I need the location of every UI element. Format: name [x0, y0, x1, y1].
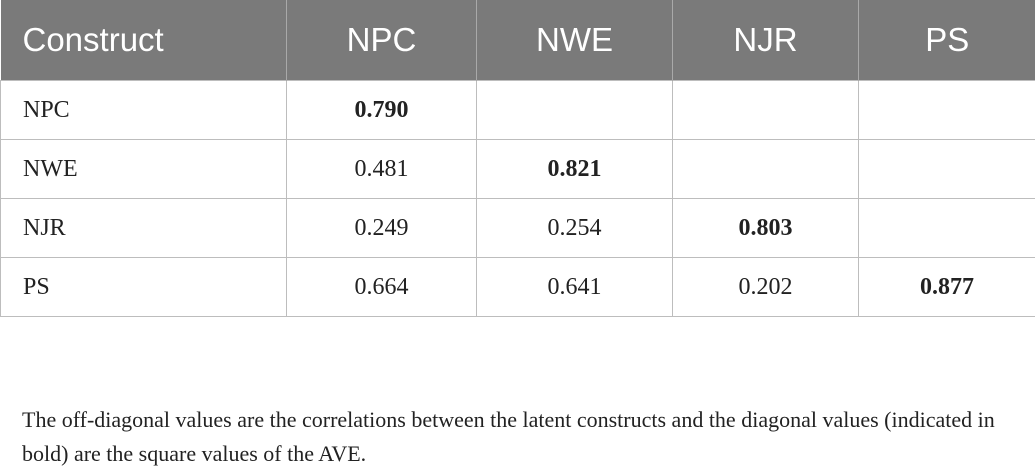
table-cell — [673, 81, 859, 140]
row-label: NWE — [1, 140, 287, 199]
table-cell — [859, 140, 1035, 199]
table-cell: 0.254 — [477, 199, 673, 258]
table-cell: 0.877 — [859, 258, 1035, 317]
header-nwe: NWE — [477, 0, 673, 81]
table-row: NPC 0.790 — [1, 81, 1035, 140]
table-row: NJR 0.249 0.254 0.803 — [1, 199, 1035, 258]
table-cell — [859, 81, 1035, 140]
header-npc: NPC — [287, 0, 477, 81]
table-cell: 0.641 — [477, 258, 673, 317]
discriminant-validity-table: Construct NPC NWE NJR PS NPC 0.790 NWE 0… — [0, 0, 1035, 317]
table-cell — [859, 199, 1035, 258]
table-cell: 0.803 — [673, 199, 859, 258]
table-cell: 0.821 — [477, 140, 673, 199]
table-cell: 0.481 — [287, 140, 477, 199]
header-construct: Construct — [1, 0, 287, 81]
table-cell: 0.790 — [287, 81, 477, 140]
header-ps: PS — [859, 0, 1035, 81]
table-footnote: The off-diagonal values are the correlat… — [22, 403, 1012, 471]
table-header-row: Construct NPC NWE NJR PS — [1, 0, 1035, 81]
table-row: NWE 0.481 0.821 — [1, 140, 1035, 199]
table-row: PS 0.664 0.641 0.202 0.877 — [1, 258, 1035, 317]
row-label: NJR — [1, 199, 287, 258]
header-njr: NJR — [673, 0, 859, 81]
table-cell: 0.202 — [673, 258, 859, 317]
table-cell — [673, 140, 859, 199]
table-cell — [477, 81, 673, 140]
table-cell: 0.664 — [287, 258, 477, 317]
table-cell: 0.249 — [287, 199, 477, 258]
row-label: NPC — [1, 81, 287, 140]
row-label: PS — [1, 258, 287, 317]
correlation-table-container: Construct NPC NWE NJR PS NPC 0.790 NWE 0… — [0, 0, 1035, 317]
